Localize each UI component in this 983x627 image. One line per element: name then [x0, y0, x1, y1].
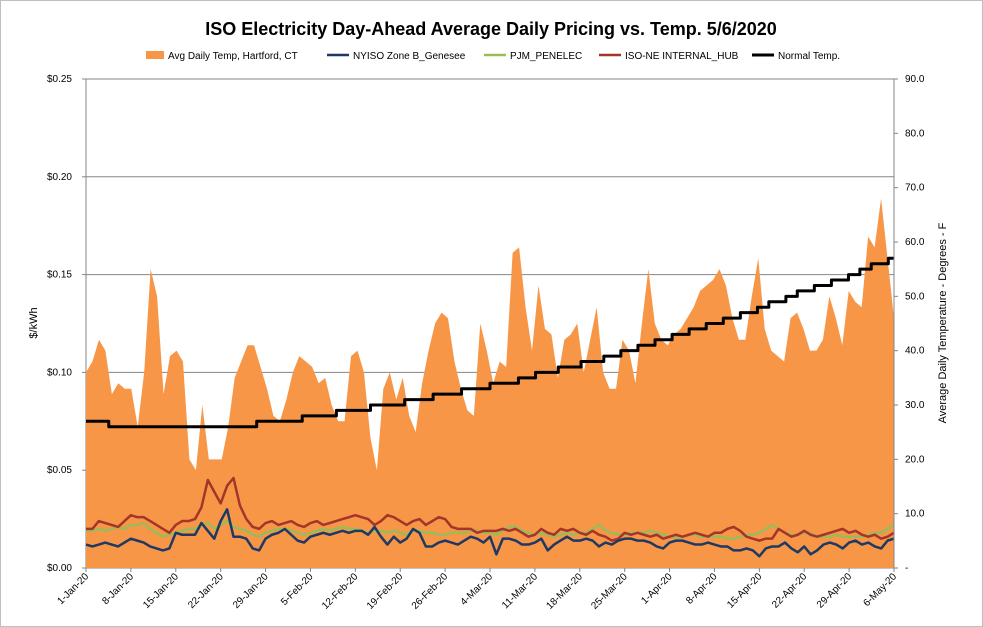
series-line-pjm-penelec: [86, 519, 895, 540]
y-tick-label: $0.05: [47, 465, 72, 476]
x-tick-label: 29-Jan-20: [231, 571, 271, 611]
x-tick-label: 22-Jan-20: [186, 571, 226, 611]
y-tick-label: $0.20: [47, 172, 72, 183]
x-tick-label: 1-Jan-20: [55, 571, 91, 607]
legend-label: Avg Daily Temp, Hartford, CT: [168, 51, 298, 62]
legend-label: ISO-NE INTERNAL_HUB: [625, 51, 739, 62]
y2-tick-label: 40.0: [905, 346, 925, 357]
x-tick-label: 6-May-20: [861, 571, 899, 609]
y-axis-left-label: $/kWh: [28, 307, 40, 338]
y2-tick-label: -: [905, 563, 908, 574]
legend-label: PJM_PENELEC: [510, 51, 582, 62]
y2-tick-label: 80.0: [905, 128, 925, 139]
y2-tick-label: 70.0: [905, 183, 925, 194]
x-tick-label: 8-Apr-20: [684, 571, 720, 607]
x-tick-label: 11-Mar-20: [500, 571, 540, 611]
x-tick-label: 1-Apr-20: [639, 571, 675, 607]
x-tick-label: 29-Apr-20: [815, 571, 855, 611]
legend-label: NYISO Zone B_Genesee: [353, 51, 466, 62]
legend: Avg Daily Temp, Hartford, CT NYISO Zone B…: [146, 51, 840, 62]
x-tick-label: 8-Jan-20: [100, 571, 136, 607]
y-tick-label: $0.00: [47, 563, 72, 574]
y-tick-label: $0.10: [47, 367, 72, 378]
x-tick-label: 25-Mar-20: [589, 571, 630, 612]
y-axis-right-label: Average Daily Temperature - Degrees - F: [937, 222, 949, 423]
series-layer: [85, 198, 895, 568]
x-tick-label: 5-Feb-20: [279, 571, 316, 608]
legend-swatch: [146, 51, 164, 59]
x-tick-label: 26-Feb-20: [410, 571, 451, 612]
y-tick-label: $0.25: [47, 74, 72, 85]
x-tick-label: 12-Feb-20: [320, 571, 361, 612]
y2-tick-label: 10.0: [905, 509, 925, 520]
x-tick-label: 15-Jan-20: [141, 571, 181, 611]
legend-label: Normal Temp.: [778, 51, 840, 62]
series-line-normal-temp: [86, 256, 894, 429]
x-tick-label: 15-Apr-20: [725, 571, 765, 611]
chart-title: ISO Electricity Day-Ahead Average Daily …: [205, 19, 777, 39]
y2-tick-label: 50.0: [905, 291, 925, 302]
x-tick-label: 18-Mar-20: [544, 571, 585, 612]
y-tick-label: $0.15: [47, 270, 72, 281]
y2-tick-label: 20.0: [905, 454, 925, 465]
x-tick-label: 19-Feb-20: [365, 571, 406, 612]
x-tick-label: 4-Mar-20: [459, 571, 496, 608]
series-line-iso-ne-internal-hub: [86, 476, 895, 542]
y2-tick-label: 30.0: [905, 400, 925, 411]
y-axis-right: - 10.0 20.0 30.0 40.0 50.0 60.0 70.0 80.0 90.0: [893, 74, 925, 574]
series-line-nyiso-zone-b-genesee: [85, 508, 895, 558]
y2-tick-label: 60.0: [905, 237, 925, 248]
x-tick-label: 22-Apr-20: [770, 571, 810, 611]
y-axis-left: $0.00 $0.05 $0.10 $0.15 $0.20 $0.25: [47, 74, 86, 574]
x-axis: 1-Jan-20 8-Jan-20 15-Jan-20 22-Jan-20 29-Jan…: [55, 568, 899, 612]
y2-tick-label: 90.0: [905, 74, 925, 85]
